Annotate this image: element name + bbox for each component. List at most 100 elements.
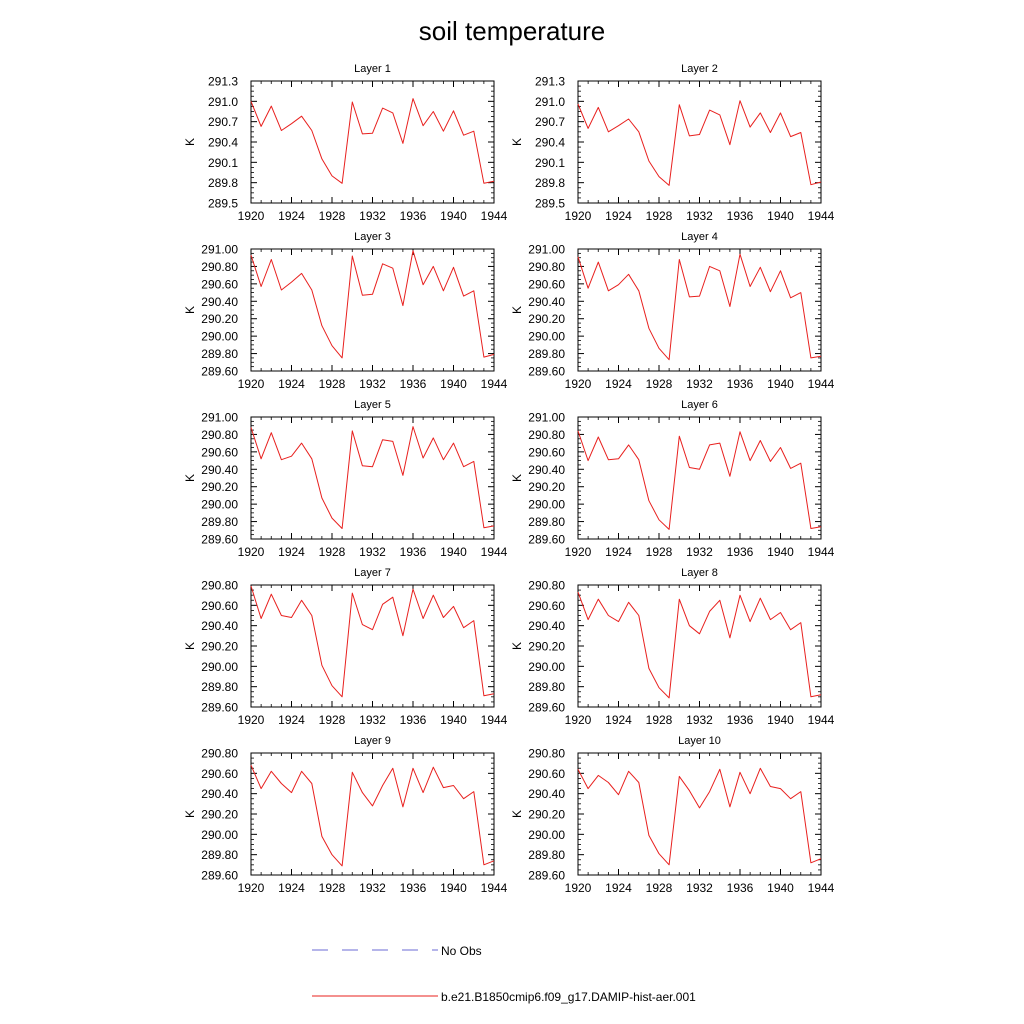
y-tick-label: 289.60 xyxy=(528,365,565,379)
y-tick-label: 290.00 xyxy=(528,828,565,842)
panel-title: Layer 1 xyxy=(354,63,391,75)
x-tick-label: 1940 xyxy=(440,545,467,559)
y-tick-label: 290.80 xyxy=(528,428,565,442)
x-tick-label: 1924 xyxy=(605,545,632,559)
x-tick-label: 1936 xyxy=(727,881,754,895)
y-tick-label: 290.4 xyxy=(535,136,565,150)
x-tick-label: 1924 xyxy=(605,713,632,727)
y-tick-label: 290.00 xyxy=(201,498,238,512)
x-tick-label: 1940 xyxy=(767,377,794,391)
x-tick-label: 1920 xyxy=(238,881,265,895)
y-tick-label: 290.7 xyxy=(535,115,565,129)
y-tick-label: 291.0 xyxy=(535,95,565,109)
plot-frame xyxy=(577,80,822,204)
panel-6: Layer 6 K 1920 1924 1928 1932 1936 1940 1944 289.… xyxy=(510,399,835,559)
x-tick-label: 1940 xyxy=(767,209,794,223)
y-tick-label: 290.00 xyxy=(528,660,565,674)
x-tick-label: 1924 xyxy=(278,209,305,223)
plot-frame xyxy=(577,752,822,876)
y-tick-label: 289.80 xyxy=(528,515,565,529)
y-axis-label: K xyxy=(510,642,524,650)
x-tick-label: 1928 xyxy=(319,545,346,559)
y-tick-label: 290.60 xyxy=(528,599,565,613)
series-line xyxy=(577,100,822,186)
plot-frame xyxy=(250,584,495,708)
x-tick-label: 1944 xyxy=(481,713,508,727)
x-tick-label: 1924 xyxy=(278,881,305,895)
y-axis-label: K xyxy=(183,474,197,482)
y-tick-label: 290.20 xyxy=(201,480,238,494)
x-tick-label: 1928 xyxy=(319,713,346,727)
series-line xyxy=(577,430,822,530)
x-tick-label: 1920 xyxy=(565,377,592,391)
x-tick-label: 1920 xyxy=(565,209,592,223)
panel-1: Layer 1 K 1920 1924 1928 1932 1936 1940 1944 289.… xyxy=(183,63,508,223)
x-tick-label: 1932 xyxy=(359,545,386,559)
y-tick-label: 291.00 xyxy=(201,243,238,257)
x-tick-label: 1928 xyxy=(319,377,346,391)
panel-title: Layer 7 xyxy=(354,567,391,579)
y-tick-label: 290.40 xyxy=(201,295,238,309)
y-tick-label: 290.20 xyxy=(201,312,238,326)
y-tick-label: 289.80 xyxy=(528,347,565,361)
y-tick-label: 290.20 xyxy=(528,808,565,822)
y-tick-label: 290.00 xyxy=(528,330,565,344)
plot-frame xyxy=(250,752,495,876)
y-tick-label: 290.60 xyxy=(528,767,565,781)
x-tick-label: 1936 xyxy=(400,209,427,223)
x-tick-label: 1924 xyxy=(605,209,632,223)
y-tick-label: 290.80 xyxy=(528,579,565,593)
y-tick-label: 290.80 xyxy=(201,747,238,761)
x-tick-label: 1924 xyxy=(605,377,632,391)
x-tick-label: 1920 xyxy=(238,545,265,559)
x-tick-label: 1928 xyxy=(646,545,673,559)
plot-frame xyxy=(577,416,822,540)
y-tick-label: 289.60 xyxy=(201,869,238,883)
y-axis-label: K xyxy=(183,642,197,650)
panel-title: Layer 4 xyxy=(681,231,718,243)
y-tick-label: 289.80 xyxy=(201,680,238,694)
y-axis-label: K xyxy=(183,306,197,314)
panel-7: Layer 7 K 1920 1924 1928 1932 1936 1940 1944 289.… xyxy=(183,567,508,727)
panel-title: Layer 8 xyxy=(681,567,718,579)
x-tick-label: 1932 xyxy=(686,545,713,559)
panel-title: Layer 5 xyxy=(354,399,391,411)
panel-9: Layer 9 K 1920 1924 1928 1932 1936 1940 1944 289.… xyxy=(183,735,508,895)
x-tick-label: 1940 xyxy=(440,377,467,391)
y-tick-label: 290.20 xyxy=(528,640,565,654)
y-tick-label: 289.60 xyxy=(201,533,238,547)
series-line xyxy=(250,250,495,359)
y-tick-label: 289.80 xyxy=(528,848,565,862)
y-tick-label: 290.40 xyxy=(201,463,238,477)
y-tick-label: 290.40 xyxy=(201,619,238,633)
y-tick-label: 290.60 xyxy=(201,277,238,291)
y-tick-label: 289.60 xyxy=(528,869,565,883)
y-tick-label: 290.40 xyxy=(528,463,565,477)
x-tick-label: 1940 xyxy=(440,209,467,223)
x-tick-label: 1932 xyxy=(686,713,713,727)
x-tick-label: 1932 xyxy=(359,209,386,223)
x-tick-label: 1936 xyxy=(400,377,427,391)
y-tick-label: 289.5 xyxy=(208,197,238,211)
figure-legend: No Obs b.e21.B1850cmip6.f09_g17.DAMIP-hi… xyxy=(312,944,696,1004)
panel-10: Layer 10 K 1920 1924 1928 1932 1936 1940 1944 289… xyxy=(510,735,835,895)
y-tick-label: 291.00 xyxy=(201,411,238,425)
y-tick-label: 290.80 xyxy=(201,579,238,593)
y-tick-label: 289.60 xyxy=(201,365,238,379)
x-tick-label: 1932 xyxy=(686,209,713,223)
x-tick-label: 1924 xyxy=(278,713,305,727)
x-tick-label: 1936 xyxy=(727,209,754,223)
x-tick-label: 1924 xyxy=(278,545,305,559)
y-tick-label: 290.80 xyxy=(528,260,565,274)
x-tick-label: 1940 xyxy=(767,881,794,895)
y-tick-label: 290.00 xyxy=(201,828,238,842)
y-tick-label: 290.80 xyxy=(201,428,238,442)
y-tick-label: 290.80 xyxy=(528,747,565,761)
y-axis-label: K xyxy=(510,810,524,818)
panel-title: Layer 6 xyxy=(681,399,718,411)
y-tick-label: 291.00 xyxy=(528,243,565,257)
x-tick-label: 1920 xyxy=(238,209,265,223)
y-tick-label: 289.80 xyxy=(201,848,238,862)
y-tick-label: 290.80 xyxy=(201,260,238,274)
